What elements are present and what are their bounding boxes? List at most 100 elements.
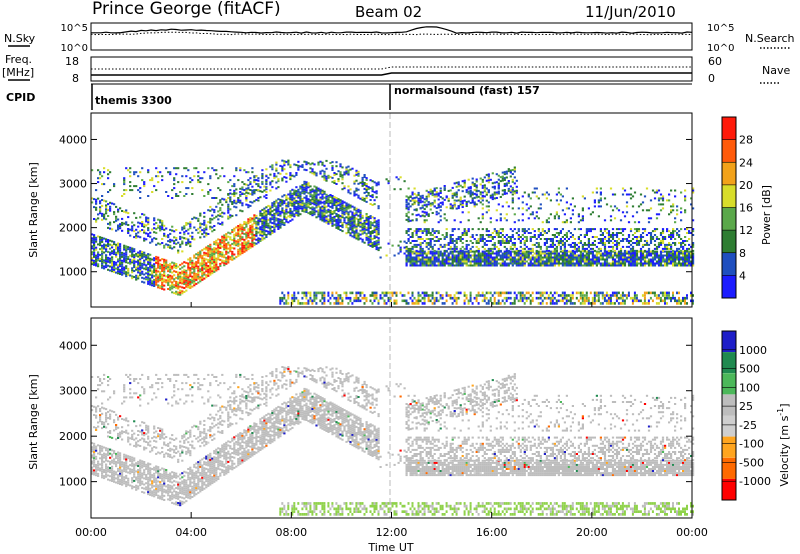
power-cell (561, 258, 564, 261)
power-cell (419, 228, 422, 231)
power-cell (563, 221, 566, 224)
power-cell (511, 193, 514, 196)
power-cell (389, 291, 392, 295)
power-cell (291, 214, 294, 217)
power-cell (339, 296, 342, 300)
power-cell (613, 291, 616, 295)
power-cell (509, 245, 512, 248)
power-cell (533, 264, 536, 267)
power-cell (357, 174, 360, 177)
power-cell (433, 230, 436, 233)
power-cell (101, 260, 104, 263)
power-cell (213, 262, 216, 265)
power-cell (239, 169, 242, 172)
power-cell (513, 170, 516, 173)
power-cell (115, 247, 118, 250)
power-cell (119, 249, 122, 252)
power-cell (515, 232, 518, 234)
power-cell (607, 240, 611, 242)
power-cell (611, 264, 615, 267)
power-cell (405, 195, 408, 198)
power-cell (119, 227, 122, 230)
power-cell (189, 243, 192, 246)
power-cell (137, 261, 140, 264)
power-cell (571, 264, 574, 267)
power-cell (583, 294, 586, 297)
power-cell (269, 229, 272, 232)
power-cell (219, 207, 222, 210)
power-cell (429, 258, 432, 261)
power-cell (133, 264, 136, 267)
power-cell (301, 209, 304, 212)
power-cell (321, 201, 324, 204)
power-cell (611, 247, 615, 250)
power-cell (293, 163, 296, 166)
power-cell (223, 238, 226, 241)
power-cell (537, 262, 540, 265)
power-cell (467, 219, 470, 222)
power-cell (417, 302, 420, 305)
power-cell (429, 204, 432, 207)
power-cell (373, 296, 376, 300)
power-cell (339, 219, 342, 222)
power-cell (521, 219, 524, 222)
power-cell (423, 215, 426, 218)
power-cell (483, 254, 486, 257)
power-cell (261, 230, 264, 233)
power-cell (417, 203, 420, 206)
power-cell (221, 253, 224, 256)
power-cell (357, 182, 360, 185)
power-cell (365, 226, 368, 229)
power-cell (421, 238, 424, 240)
power-cell (375, 196, 378, 199)
power-cell (367, 186, 370, 189)
power-cell (321, 189, 324, 192)
power-cell (459, 203, 462, 206)
power-cell (411, 250, 414, 253)
power-cell (427, 256, 430, 259)
power-cell (569, 256, 572, 259)
power-cell (201, 261, 204, 264)
power-cell (621, 245, 625, 248)
power-cell (117, 272, 120, 275)
power-cell (495, 252, 498, 255)
power-cell (281, 221, 284, 224)
power-cell (413, 264, 416, 267)
power-cell (305, 302, 308, 305)
power-cell (355, 237, 358, 240)
power-cell (361, 296, 364, 300)
power-cell (567, 258, 570, 261)
power-cell (305, 207, 308, 209)
power-cell (469, 249, 472, 252)
power-cell (343, 209, 346, 212)
power-cell (437, 247, 440, 250)
power-cell (169, 276, 172, 279)
power-cell (119, 261, 122, 264)
power-cell (157, 226, 160, 229)
power-cell (359, 299, 362, 303)
power-cell (551, 264, 554, 267)
power-cell (431, 190, 434, 193)
power-cell (207, 167, 210, 170)
power-cell (375, 230, 378, 233)
power-cell (325, 219, 328, 222)
power-cell (405, 260, 408, 263)
power-cell (483, 256, 486, 259)
power-cell (373, 221, 376, 224)
power-cell (577, 260, 580, 263)
power-cell (305, 291, 308, 295)
power-cell (271, 232, 274, 234)
power-cell (129, 228, 132, 231)
power-cell (479, 238, 482, 240)
power-cell (319, 212, 322, 215)
power-cell (279, 200, 282, 203)
power-cell (445, 236, 448, 238)
power-cell (515, 294, 518, 297)
power-cell (415, 240, 418, 242)
power-cell (287, 221, 290, 224)
power-cell (123, 244, 126, 247)
power-cell (365, 179, 368, 181)
power-cell (405, 247, 408, 250)
power-cell (583, 242, 586, 244)
power-cell (197, 275, 200, 278)
